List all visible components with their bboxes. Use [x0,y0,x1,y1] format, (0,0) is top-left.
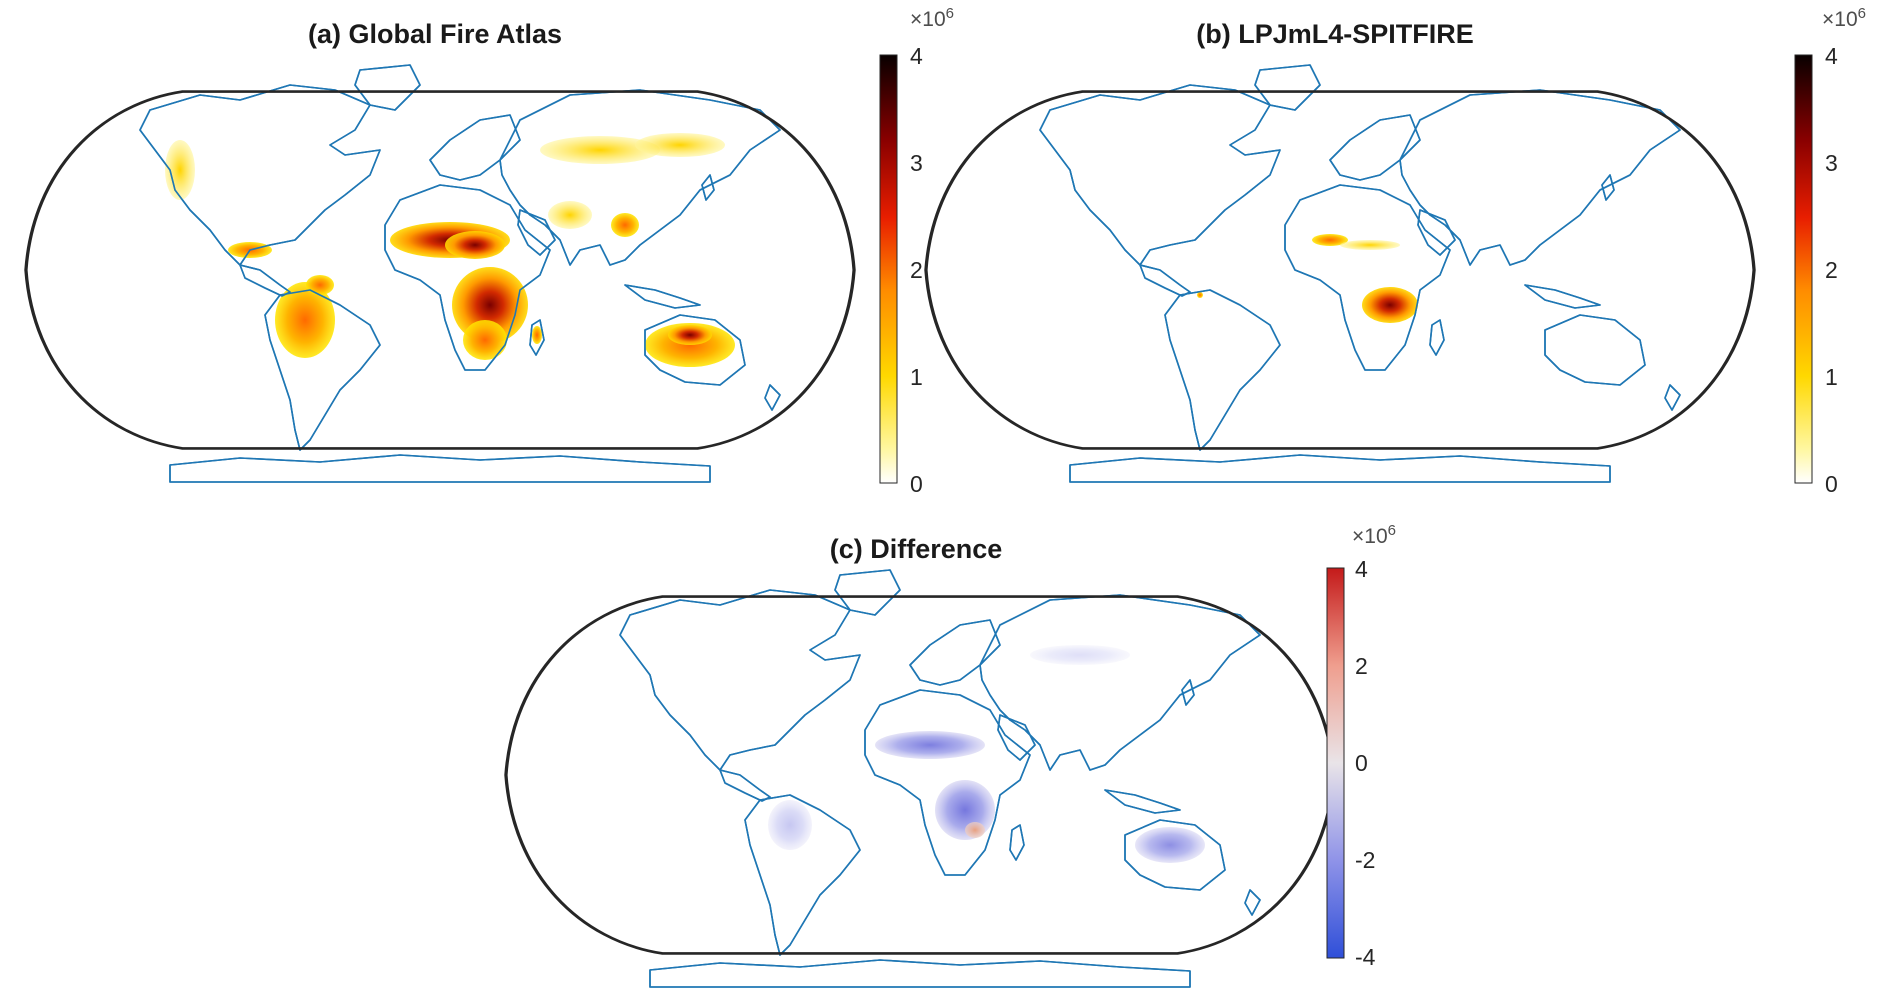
panel-b-coastlines [1039,64,1681,483]
panel-a-fire-layer [165,133,735,367]
panel-b-map-frame [924,89,1756,451]
panel-b-colorbar: ×106 4 3 2 1 0 [1794,5,1866,497]
panel-c-difference-layer [768,645,1205,863]
panel-a-map [24,64,856,483]
panel-a-tick-4: 4 [910,43,923,69]
panel-b-tick-3: 3 [1825,150,1838,176]
panel-c: (c) Difference ×106 4 2 0 -2 -4 [504,522,1396,988]
panel-a-colorbar-multiplier: ×106 [910,5,954,31]
panel-b-tick-0: 0 [1825,471,1838,497]
panel-b-tick-1: 1 [1825,364,1838,390]
panel-c-title: (c) Difference [830,534,1003,564]
panel-c-colorbar: ×106 4 2 0 -2 -4 [1326,522,1396,970]
panel-c-coastlines [619,569,1261,988]
panel-a-title: (a) Global Fire Atlas [308,19,562,49]
panel-a-tick-2: 2 [910,257,923,283]
panel-c-colorbar-multiplier: ×106 [1352,522,1396,548]
panel-a-tick-3: 3 [910,150,923,176]
panel-c-tick-2: 2 [1355,653,1368,679]
panel-b: (b) LPJmL4-SPITFIRE ×106 4 3 2 1 0 [924,5,1866,497]
panel-c-tick-neg4: -4 [1355,944,1376,970]
panel-c-tick-4: 4 [1355,556,1368,582]
panel-a-tick-0: 0 [910,471,923,497]
panel-a: (a) Global Fire Atlas [24,5,954,497]
panel-a-coastlines [139,64,781,483]
panel-a-colorbar: ×106 4 3 2 1 0 [879,5,954,497]
panel-b-title: (b) LPJmL4-SPITFIRE [1196,19,1474,49]
panel-b-colorbar-multiplier: ×106 [1822,5,1866,31]
panel-a-map-frame [24,89,856,451]
panel-b-fire-layer [1197,234,1418,323]
panel-c-map-frame [504,594,1336,956]
panel-b-tick-2: 2 [1825,257,1838,283]
panel-b-map [924,64,1756,483]
panel-c-tick-0: 0 [1355,750,1368,776]
panel-a-tick-1: 1 [910,364,923,390]
panel-c-tick-neg2: -2 [1355,847,1375,873]
panel-b-tick-4: 4 [1825,43,1838,69]
panel-c-map [504,569,1336,988]
